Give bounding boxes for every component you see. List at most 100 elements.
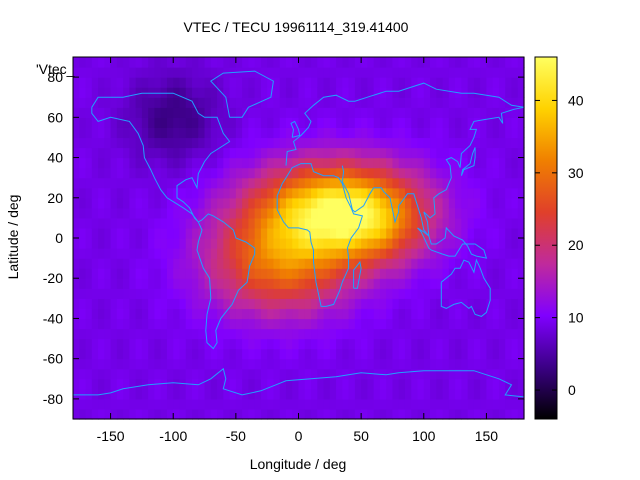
heatmap-cell [85, 217, 93, 229]
heatmap-cell [292, 207, 300, 219]
heatmap-cell [473, 378, 481, 390]
heatmap-cell [461, 187, 469, 199]
heatmap-cell [160, 87, 168, 98]
heatmap-cell [160, 258, 168, 269]
heatmap-cell [129, 358, 137, 370]
heatmap-cell [98, 227, 105, 239]
heatmap-cell [455, 308, 462, 320]
heatmap-cell [367, 278, 375, 289]
heatmap-cell [129, 368, 137, 380]
heatmap-cell [373, 137, 381, 149]
heatmap-cell [198, 187, 206, 199]
heatmap-cell [242, 358, 249, 370]
heatmap-cell [248, 398, 256, 410]
heatmap-cell [379, 77, 387, 88]
heatmap-cell [148, 197, 156, 209]
heatmap-cell [505, 207, 513, 219]
heatmap-cell [179, 338, 187, 350]
heatmap-cell [285, 388, 293, 400]
heatmap-cell [392, 348, 400, 360]
heatmap-cell [329, 318, 337, 330]
heatmap-cell [217, 167, 224, 179]
heatmap-cell [473, 398, 481, 410]
heatmap-cell [386, 258, 394, 269]
heatmap-cell [185, 197, 193, 209]
heatmap-cell [248, 278, 256, 289]
heatmap-cell [361, 268, 368, 279]
heatmap-cell [455, 328, 462, 340]
heatmap-cell [229, 238, 237, 249]
heatmap-cell [185, 157, 193, 169]
heatmap-cell [104, 67, 112, 78]
heatmap-cell [392, 368, 400, 380]
heatmap-cell [423, 157, 431, 169]
y-tick-label: 0 [55, 230, 63, 246]
heatmap-cell [248, 258, 256, 269]
heatmap-cell [498, 338, 506, 350]
heatmap-cell [292, 87, 300, 98]
heatmap-cell [398, 288, 406, 299]
heatmap-cell [342, 358, 350, 370]
heatmap-cell [379, 167, 387, 179]
heatmap-cell [235, 288, 243, 299]
heatmap-cell [192, 107, 199, 118]
heatmap-cell [492, 238, 500, 249]
heatmap-cell [367, 328, 375, 340]
heatmap-cell [254, 388, 262, 400]
heatmap-cell [511, 127, 519, 139]
heatmap-cell [436, 358, 444, 370]
heatmap-cell [317, 268, 325, 279]
heatmap-cell [192, 388, 199, 400]
heatmap-cell [248, 298, 256, 309]
heatmap-cell [110, 368, 118, 380]
heatmap-cell [455, 378, 462, 390]
heatmap-cell [348, 217, 356, 229]
heatmap-cell [279, 388, 287, 400]
heatmap-cell [229, 388, 237, 400]
heatmap-cell [379, 127, 387, 139]
heatmap-cell [110, 117, 118, 128]
heatmap-cell [204, 67, 212, 78]
heatmap-cell [160, 197, 168, 209]
heatmap-cell [511, 348, 519, 360]
heatmap-cell [317, 348, 325, 360]
heatmap-cell [73, 378, 80, 390]
heatmap-cell [198, 288, 206, 299]
heatmap-cell [179, 157, 187, 169]
heatmap-cell [354, 87, 362, 98]
heatmap-cell [260, 117, 268, 128]
heatmap-cell [386, 278, 394, 289]
heatmap-cell [348, 328, 356, 340]
heatmap-cell [242, 258, 249, 269]
heatmap-cell [123, 167, 130, 179]
heatmap-cell [248, 167, 256, 179]
heatmap-cell [323, 177, 331, 189]
heatmap-cell [505, 298, 513, 309]
heatmap-cell [217, 238, 224, 249]
heatmap-cell [242, 368, 249, 380]
heatmap-cell [73, 217, 80, 229]
heatmap-cell [292, 258, 300, 269]
heatmap-cell [129, 298, 137, 309]
heatmap-cell [141, 308, 149, 320]
heatmap-cell [91, 197, 99, 209]
heatmap-cell [292, 308, 300, 320]
heatmap-cell [404, 268, 412, 279]
heatmap-cell [442, 167, 450, 179]
heatmap-cell [367, 258, 375, 269]
heatmap-cell [141, 127, 149, 139]
heatmap-cell [517, 227, 525, 239]
heatmap-cell [467, 348, 475, 360]
heatmap-cell [417, 97, 425, 108]
heatmap-cell [455, 197, 462, 209]
heatmap-cell [292, 167, 300, 179]
heatmap-cell [404, 187, 412, 199]
heatmap-cell [273, 268, 281, 279]
colorbar-tick-label: 30 [568, 165, 584, 181]
heatmap-cell [292, 238, 300, 249]
heatmap-cell [198, 238, 206, 249]
heatmap-cell [173, 97, 181, 108]
heatmap-cell [235, 258, 243, 269]
heatmap-cell [436, 288, 444, 299]
heatmap-cell [98, 67, 105, 78]
